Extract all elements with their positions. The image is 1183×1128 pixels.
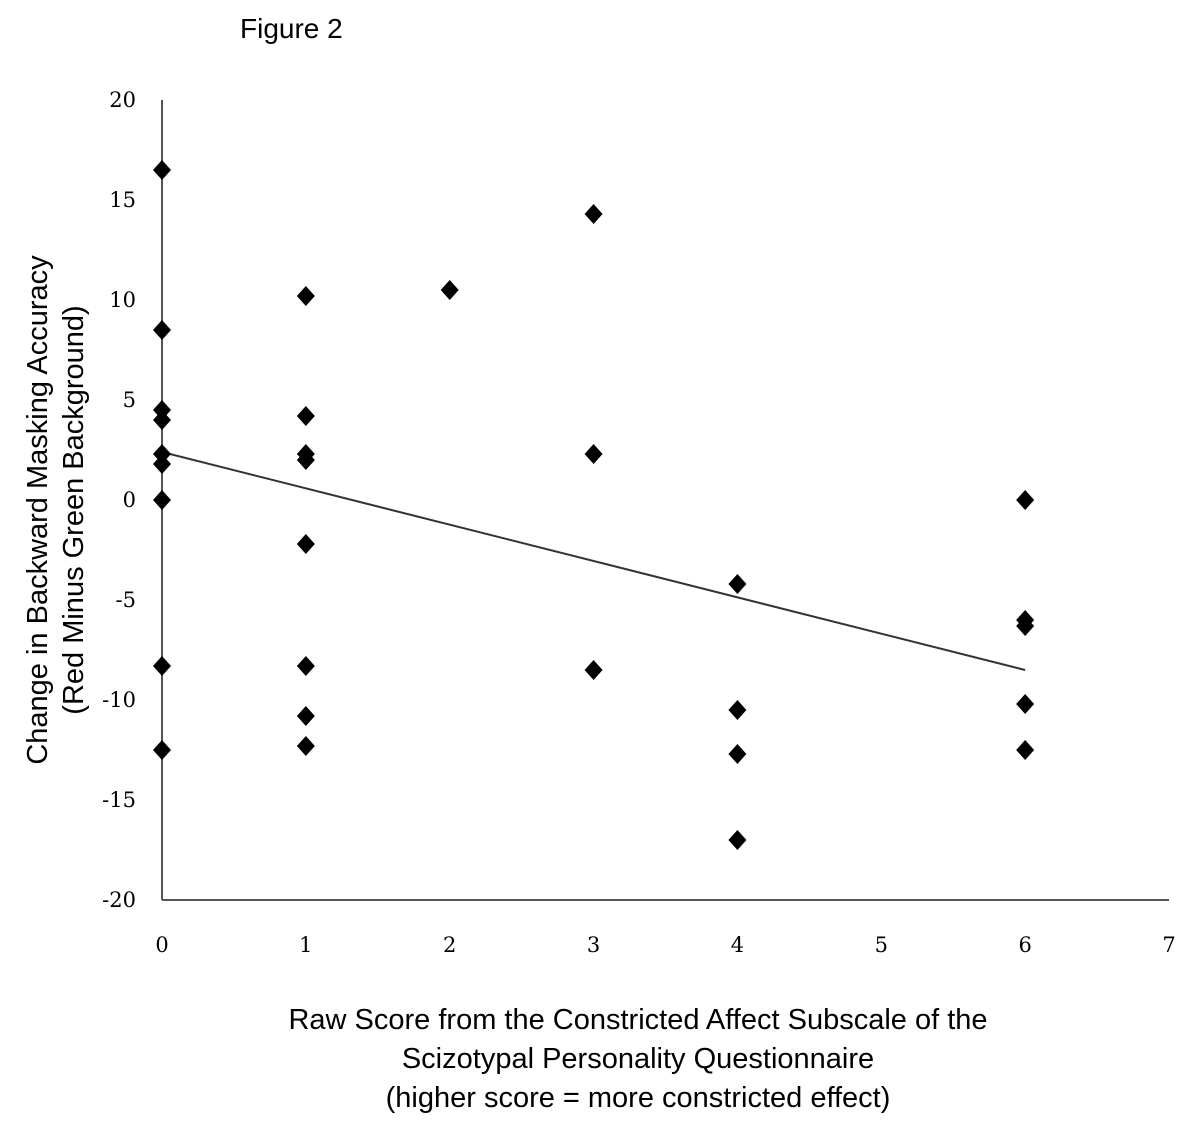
data-point <box>1016 740 1035 760</box>
y-axis-title-line: Change in Backward Masking Accuracy <box>22 255 54 765</box>
x-tick-label: 0 <box>155 933 168 957</box>
x-tick-labels: 0 1 2 3 4 5 6 7 <box>155 933 1175 957</box>
data-point <box>296 534 315 554</box>
data-point <box>153 410 171 430</box>
y-tick-labels: 20 15 10 5 0 -5 -10 -15 -20 <box>102 88 136 912</box>
data-point <box>584 444 603 464</box>
y-tick-label: 10 <box>109 288 136 312</box>
data-point <box>153 490 171 510</box>
data-point <box>1016 616 1035 636</box>
data-point <box>728 700 747 720</box>
data-point <box>440 280 459 300</box>
x-axis-title-line: Raw Score from the Constricted Affect Su… <box>288 1004 987 1036</box>
data-point <box>153 740 171 760</box>
data-point <box>153 656 171 676</box>
x-tick-label: 2 <box>443 933 456 957</box>
data-point <box>728 830 747 850</box>
data-point <box>728 574 747 594</box>
y-axis-title: Change in Backward Masking Accuracy (Red … <box>22 255 90 765</box>
data-point <box>728 744 747 764</box>
data-point <box>296 406 315 426</box>
data-point <box>153 160 171 180</box>
x-axis-title-line: Scizotypal Personality Questionnaire <box>402 1043 874 1075</box>
y-tick-label: 15 <box>109 188 136 212</box>
x-tick-label: 6 <box>1018 933 1031 957</box>
x-tick-label: 5 <box>875 933 888 957</box>
x-tick-label: 4 <box>731 933 744 957</box>
data-point <box>1016 490 1035 510</box>
y-tick-label: 20 <box>109 88 136 112</box>
y-tick-label: -20 <box>102 888 136 912</box>
data-point <box>296 736 315 756</box>
y-tick-label: -5 <box>116 588 136 612</box>
trendline-group <box>161 451 1026 671</box>
y-tick-label: -10 <box>102 688 136 712</box>
data-point <box>584 204 603 224</box>
x-tick-label: 7 <box>1162 933 1175 957</box>
data-point <box>153 320 171 340</box>
data-point <box>153 454 171 474</box>
x-tick-label: 3 <box>587 933 600 957</box>
data-point <box>296 706 315 726</box>
y-tick-label: 5 <box>123 388 136 412</box>
x-axis-title-line: (higher score = more constricted effect) <box>386 1082 891 1114</box>
y-axis-title-line: (Red Minus Green Background) <box>58 305 90 714</box>
y-tick-label: -15 <box>102 788 136 812</box>
x-tick-label: 1 <box>299 933 312 957</box>
data-points <box>153 160 1035 850</box>
figure-label: Figure 2 <box>240 13 343 44</box>
x-axis-title: Raw Score from the Constricted Affect Su… <box>288 1004 987 1114</box>
data-point <box>296 656 315 676</box>
y-tick-label: 0 <box>123 488 136 512</box>
data-point <box>1016 694 1035 714</box>
trendline <box>161 451 1026 671</box>
data-point <box>296 450 315 470</box>
data-point <box>584 660 603 680</box>
data-point <box>296 286 315 306</box>
